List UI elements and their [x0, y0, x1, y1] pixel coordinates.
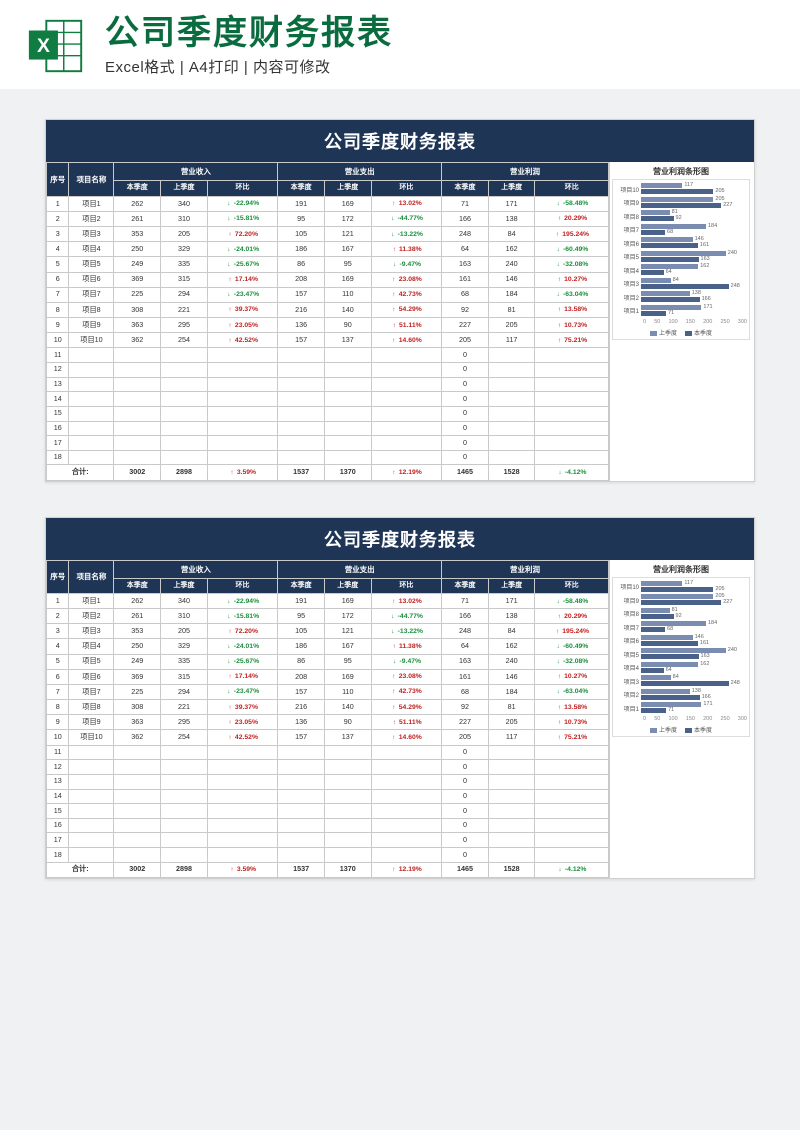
table-row: 2项目2 261310↓ -15.81% 95172↓ -44.77% 1661…	[47, 609, 609, 624]
table-row: 4项目4 250329↓ -24.01% 186167↑ 11.38% 6416…	[47, 242, 609, 257]
table-row: 6项目6 369315↑ 17.14% 208169↑ 23.08% 16114…	[47, 272, 609, 287]
chart-row: 项目4 162 64	[615, 264, 747, 276]
chart-row: 项目10 117 205	[615, 183, 747, 195]
table-row: 110	[47, 348, 609, 363]
totals-row: 合计: 30022898↑ 3.59% 15371370↑ 12.19% 146…	[47, 862, 609, 877]
table-row: 4项目4 250329↓ -24.01% 186167↑ 11.38% 6416…	[47, 639, 609, 654]
page-title: 公司季度财务报表	[105, 15, 775, 52]
table-row: 170	[47, 833, 609, 848]
table-row: 110	[47, 745, 609, 760]
excel-icon: X	[25, 15, 87, 77]
chart-row: 项目2 138 166	[615, 689, 747, 701]
table-row: 3项目3 353205↑ 72.20% 105121↓ -13.22% 2488…	[47, 624, 609, 639]
finance-table: 序号项目名称营业收入营业支出营业利润本季度上季度环比本季度上季度环比本季度上季度…	[46, 162, 609, 480]
report-title: 公司季度财务报表	[46, 518, 754, 560]
table-row: 8项目8 308221↑ 39.37% 216140↑ 54.29% 9281↑…	[47, 700, 609, 715]
chart-row: 项目8 81 92	[615, 210, 747, 222]
report-card-1: 公司季度财务报表序号项目名称营业收入营业支出营业利润本季度上季度环比本季度上季度…	[45, 119, 755, 481]
page-header: X 公司季度财务报表 Excel格式 | A4打印 | 内容可修改	[0, 0, 800, 89]
chart-row: 项目8 81 92	[615, 608, 747, 620]
table-row: 9项目9 363295↑ 23.05% 13690↑ 51.11% 227205…	[47, 318, 609, 333]
chart-row: 项目5 240 163	[615, 251, 747, 263]
chart-row: 项目9 205 227	[615, 197, 747, 209]
profit-chart: 营业利润条形图 项目10 117 205 项目9 205 227 项目8 81 …	[609, 560, 754, 878]
chart-legend: 上季度 本季度	[615, 725, 747, 734]
chart-row: 项目6 146 161	[615, 635, 747, 647]
chart-row: 项目6 146 161	[615, 237, 747, 249]
chart-row: 项目4 162 64	[615, 662, 747, 674]
chart-row: 项目3 84 248	[615, 278, 747, 290]
chart-row: 项目10 117 205	[615, 581, 747, 593]
table-row: 180	[47, 450, 609, 465]
chart-row: 项目7 184 68	[615, 224, 747, 236]
table-row: 170	[47, 436, 609, 451]
chart-row: 项目2 138 166	[615, 291, 747, 303]
table-row: 140	[47, 392, 609, 407]
table-row: 1项目1 262340↓ -22.94% 191169↑ 13.02% 7117…	[47, 594, 609, 609]
table-row: 7项目7 225294↓ -23.47% 157110↑ 42.73% 6818…	[47, 684, 609, 699]
svg-text:X: X	[37, 35, 50, 57]
profit-chart: 营业利润条形图 项目10 117 205 项目9 205 227 项目8 81 …	[609, 162, 754, 480]
table-row: 120	[47, 362, 609, 377]
report-title: 公司季度财务报表	[46, 120, 754, 162]
table-row: 7项目7 225294↓ -23.47% 157110↑ 42.73% 6818…	[47, 287, 609, 302]
table-row: 5项目5 249335↓ -25.67% 8695↓ -9.47% 163240…	[47, 257, 609, 272]
table-row: 5项目5 249335↓ -25.67% 8695↓ -9.47% 163240…	[47, 654, 609, 669]
table-row: 130	[47, 774, 609, 789]
chart-row: 项目7 184 68	[615, 621, 747, 633]
table-row: 160	[47, 818, 609, 833]
table-row: 2项目2 261310↓ -15.81% 95172↓ -44.77% 1661…	[47, 211, 609, 226]
chart-legend: 上季度 本季度	[615, 328, 747, 337]
table-row: 150	[47, 406, 609, 421]
content-area: 公司季度财务报表序号项目名称营业收入营业支出营业利润本季度上季度环比本季度上季度…	[0, 89, 800, 908]
table-row: 180	[47, 848, 609, 863]
chart-row: 项目1 171 71	[615, 305, 747, 317]
chart-row: 项目3 84 248	[615, 675, 747, 687]
table-row: 6项目6 369315↑ 17.14% 208169↑ 23.08% 16114…	[47, 669, 609, 684]
chart-row: 项目5 240 163	[615, 648, 747, 660]
table-row: 130	[47, 377, 609, 392]
finance-table: 序号项目名称营业收入营业支出营业利润本季度上季度环比本季度上季度环比本季度上季度…	[46, 560, 609, 878]
table-row: 10项目10 362254↑ 42.52% 157137↑ 14.60% 205…	[47, 730, 609, 745]
table-row: 150	[47, 804, 609, 819]
table-row: 3项目3 353205↑ 72.20% 105121↓ -13.22% 2488…	[47, 227, 609, 242]
chart-row: 项目9 205 227	[615, 594, 747, 606]
table-row: 10项目10 362254↑ 42.52% 157137↑ 14.60% 205…	[47, 333, 609, 348]
page-subtitle: Excel格式 | A4打印 | 内容可修改	[105, 56, 775, 77]
table-row: 1项目1 262340↓ -22.94% 191169↑ 13.02% 7117…	[47, 196, 609, 211]
totals-row: 合计: 30022898↑ 3.59% 15371370↑ 12.19% 146…	[47, 465, 609, 480]
table-row: 9项目9 363295↑ 23.05% 13690↑ 51.11% 227205…	[47, 715, 609, 730]
table-row: 8项目8 308221↑ 39.37% 216140↑ 54.29% 9281↑…	[47, 302, 609, 317]
report-card-2: 公司季度财务报表序号项目名称营业收入营业支出营业利润本季度上季度环比本季度上季度…	[45, 517, 755, 879]
table-row: 140	[47, 789, 609, 804]
chart-row: 项目1 171 71	[615, 702, 747, 714]
table-row: 120	[47, 760, 609, 775]
table-row: 160	[47, 421, 609, 436]
